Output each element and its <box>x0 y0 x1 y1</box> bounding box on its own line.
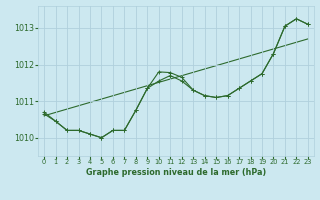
X-axis label: Graphe pression niveau de la mer (hPa): Graphe pression niveau de la mer (hPa) <box>86 168 266 177</box>
